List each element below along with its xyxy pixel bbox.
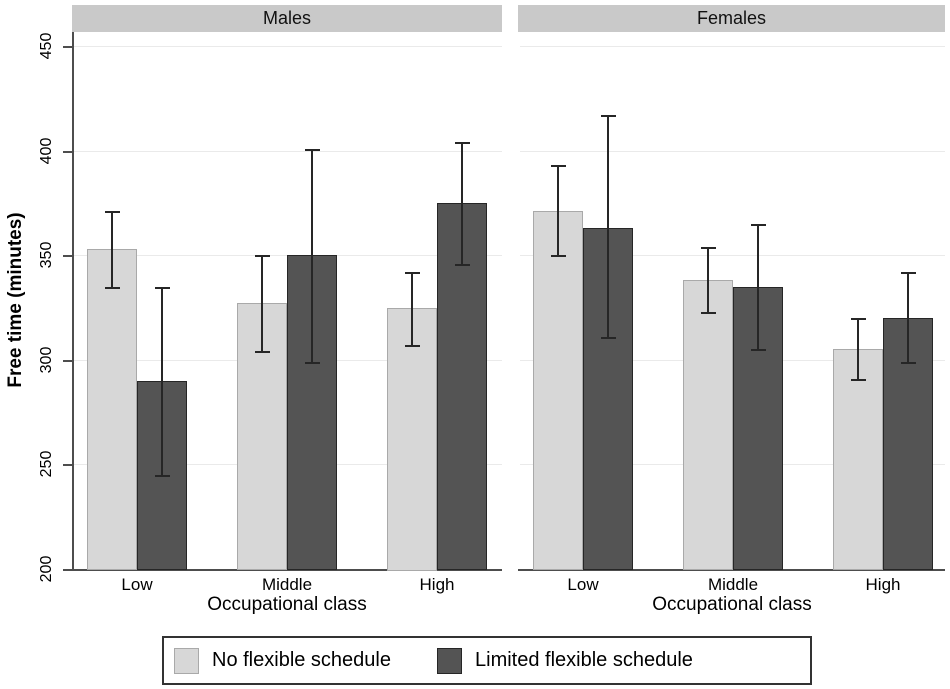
- legend-item-limited-flexible: Limited flexible schedule: [437, 647, 693, 674]
- y-tick-label-300: 300: [38, 346, 55, 374]
- error-bar-males-high-limited-flexible-schedule-lower-cap: [455, 264, 470, 266]
- x-category-label-males-high: High: [419, 575, 455, 594]
- legend-label-limited-flexible: Limited flexible schedule: [475, 649, 693, 671]
- legend-swatch-no-flexible: [174, 647, 199, 674]
- error-bar-females-high-limited-flexible-schedule-lower-cap: [901, 362, 916, 364]
- error-bar-males-middle-limited-flexible-schedule: [311, 149, 313, 362]
- error-bar-females-low-no-flexible-schedule-upper-cap: [551, 165, 566, 167]
- error-bar-females-middle-no-flexible-schedule-upper-cap: [701, 247, 716, 249]
- x-category-label-females-low: Low: [567, 575, 599, 594]
- x-axis-line-males: [64, 569, 502, 571]
- bar-females-high-no-flexible-schedule: [833, 349, 883, 570]
- y-tick-mark-450: [63, 46, 72, 48]
- x-category-label-females-middle: Middle: [707, 575, 759, 594]
- error-bar-males-low-limited-flexible-schedule: [161, 287, 163, 475]
- y-axis-title: Free time (minutes): [5, 212, 26, 388]
- error-bar-males-low-no-flexible-schedule-upper-cap: [105, 211, 120, 213]
- x-axis-title-males: Occupational class: [207, 594, 367, 615]
- error-bar-females-middle-limited-flexible-schedule-upper-cap: [751, 224, 766, 226]
- bar-males-high-no-flexible-schedule: [387, 308, 437, 571]
- error-bar-males-high-no-flexible-schedule: [411, 272, 413, 345]
- error-bar-females-high-limited-flexible-schedule: [907, 272, 909, 362]
- y-tick-label-250: 250: [38, 450, 55, 478]
- y-tick-mark-300: [63, 360, 72, 362]
- error-bar-females-low-limited-flexible-schedule: [607, 115, 609, 337]
- error-bar-males-middle-no-flexible-schedule: [261, 255, 263, 351]
- gridline-450: [74, 46, 502, 47]
- error-bar-males-high-no-flexible-schedule-upper-cap: [405, 272, 420, 274]
- error-bar-males-middle-no-flexible-schedule-lower-cap: [255, 351, 270, 353]
- y-tick-label-400: 400: [38, 137, 55, 165]
- gridline-350: [520, 255, 945, 256]
- error-bar-females-low-no-flexible-schedule-lower-cap: [551, 255, 566, 257]
- error-bar-females-low-limited-flexible-schedule-lower-cap: [601, 337, 616, 339]
- error-bar-males-low-limited-flexible-schedule-upper-cap: [155, 287, 170, 289]
- bar-males-low-no-flexible-schedule: [87, 249, 137, 570]
- y-tick-label-450: 450: [38, 32, 55, 60]
- error-bar-males-middle-limited-flexible-schedule-lower-cap: [305, 362, 320, 364]
- error-bar-females-middle-limited-flexible-schedule: [757, 224, 759, 349]
- error-bar-females-middle-no-flexible-schedule: [707, 247, 709, 312]
- x-axis-line-females: [518, 569, 945, 571]
- error-bar-males-low-no-flexible-schedule-lower-cap: [105, 287, 120, 289]
- bar-males-middle-limited-flexible-schedule: [287, 255, 337, 570]
- panel-header-females: Females: [518, 5, 945, 32]
- error-bar-males-high-limited-flexible-schedule-upper-cap: [455, 142, 470, 144]
- gridline-400: [74, 151, 502, 152]
- error-bar-females-middle-no-flexible-schedule-lower-cap: [701, 312, 716, 314]
- panel-header-males: Males: [72, 5, 502, 32]
- error-bar-females-high-no-flexible-schedule-lower-cap: [851, 379, 866, 381]
- y-tick-mark-250: [63, 464, 72, 466]
- x-category-label-males-middle: Middle: [261, 575, 313, 594]
- y-tick-mark-400: [63, 151, 72, 153]
- error-bar-males-low-no-flexible-schedule: [111, 211, 113, 287]
- x-category-label-females-high: High: [865, 575, 901, 594]
- y-tick-label-350: 350: [38, 241, 55, 269]
- error-bar-females-high-no-flexible-schedule-upper-cap: [851, 318, 866, 320]
- gridline-450: [520, 46, 945, 47]
- error-bar-males-high-no-flexible-schedule-lower-cap: [405, 345, 420, 347]
- error-bar-females-low-limited-flexible-schedule-upper-cap: [601, 115, 616, 117]
- x-axis-title-females: Occupational class: [652, 594, 812, 615]
- x-category-label-males-low: Low: [121, 575, 153, 594]
- error-bar-males-low-limited-flexible-schedule-lower-cap: [155, 475, 170, 477]
- bar-females-middle-no-flexible-schedule: [683, 280, 733, 570]
- bar-females-low-no-flexible-schedule: [533, 211, 583, 570]
- error-bar-males-middle-limited-flexible-schedule-upper-cap: [305, 149, 320, 151]
- legend: No flexible schedule Limited flexible sc…: [162, 636, 812, 685]
- y-tick-mark-350: [63, 255, 72, 257]
- legend-item-no-flexible: No flexible schedule: [174, 647, 391, 674]
- legend-swatch-limited-flexible: [437, 647, 462, 674]
- error-bar-females-high-limited-flexible-schedule-upper-cap: [901, 272, 916, 274]
- panel-title-males: Males: [262, 8, 311, 28]
- gridline-400: [520, 151, 945, 152]
- error-bar-males-middle-no-flexible-schedule-upper-cap: [255, 255, 270, 257]
- error-bar-females-high-no-flexible-schedule: [857, 318, 859, 379]
- y-tick-label-200: 200: [38, 555, 55, 583]
- error-bar-females-low-no-flexible-schedule: [557, 165, 559, 255]
- error-bar-females-middle-limited-flexible-schedule-lower-cap: [751, 349, 766, 351]
- legend-label-no-flexible: No flexible schedule: [212, 649, 391, 671]
- error-bar-males-high-limited-flexible-schedule: [461, 142, 463, 264]
- panel-title-females: Females: [696, 8, 767, 28]
- y-axis-line: [72, 32, 74, 571]
